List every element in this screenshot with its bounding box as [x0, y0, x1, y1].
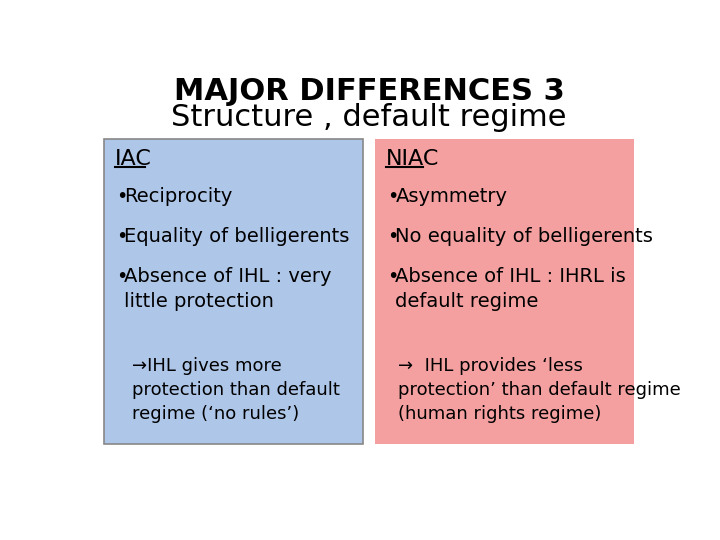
Text: Structure , default regime: Structure , default regime — [171, 103, 567, 132]
Text: Asymmetry: Asymmetry — [395, 187, 508, 206]
Text: IAC: IAC — [114, 148, 152, 168]
Text: Reciprocity: Reciprocity — [124, 187, 233, 206]
Text: No equality of belligerents: No equality of belligerents — [395, 227, 653, 246]
Text: Absence of IHL : very
little protection: Absence of IHL : very little protection — [124, 267, 332, 311]
FancyBboxPatch shape — [375, 139, 634, 444]
Text: •: • — [387, 187, 399, 206]
Text: MAJOR DIFFERENCES 3: MAJOR DIFFERENCES 3 — [174, 77, 564, 106]
Text: •: • — [387, 267, 399, 286]
Text: →IHL gives more
protection than default
regime (‘no rules’): →IHL gives more protection than default … — [132, 357, 340, 423]
Text: →  IHL provides ‘less
protection’ than default regime
(human rights regime): → IHL provides ‘less protection’ than de… — [398, 357, 681, 423]
FancyBboxPatch shape — [104, 139, 363, 444]
Text: Equality of belligerents: Equality of belligerents — [124, 227, 349, 246]
Text: NIAC: NIAC — [386, 148, 439, 168]
Text: •: • — [117, 187, 127, 206]
Text: •: • — [117, 227, 127, 246]
Text: •: • — [387, 227, 399, 246]
Text: Absence of IHL : IHRL is
default regime: Absence of IHL : IHRL is default regime — [395, 267, 626, 311]
Text: •: • — [117, 267, 127, 286]
